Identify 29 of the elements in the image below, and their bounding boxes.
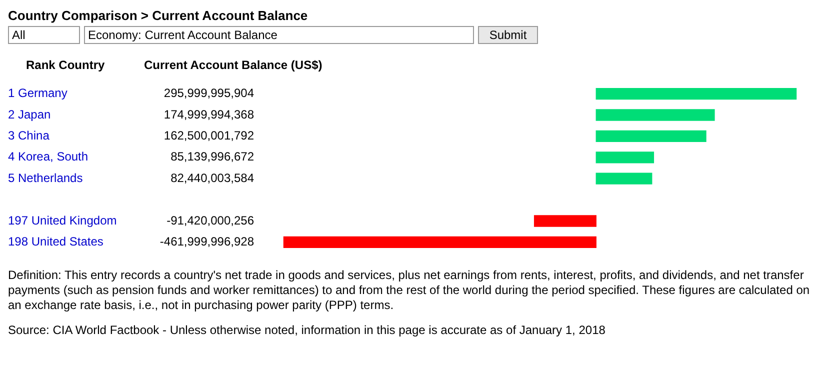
submit-button: Submit xyxy=(478,26,538,44)
y-tick-label: 197 United Kingdom xyxy=(8,213,117,228)
y-tick-label: 1 Germany xyxy=(8,86,68,100)
data-label: -461,999,996,928 xyxy=(160,234,254,249)
data-label: -91,420,000,256 xyxy=(166,213,254,228)
bar xyxy=(534,215,596,227)
text: Definition: This entry records a country's net trade in goods and services, plus net earnings from rents, interest, profits, and dividends, and net transfer payments (such as pension funds and worker remittances) to and from the rest of the world during the period specified. These figures are calculated on an exchange rate basis, i.e., not in purchasing power parity (PPP) terms. xyxy=(8,268,811,313)
dropdown-field: All xyxy=(8,26,80,44)
bar xyxy=(596,130,706,142)
bar xyxy=(596,152,654,164)
bar xyxy=(596,172,652,184)
y-tick-label: 5 Netherlands xyxy=(8,170,83,185)
bar xyxy=(596,109,715,121)
y-axis-title: Rank Country xyxy=(26,58,106,72)
y-tick-label: 2 Japan xyxy=(8,107,51,122)
data-label: 82,440,003,584 xyxy=(170,170,254,185)
data-label: 174,999,994,368 xyxy=(164,107,254,122)
text: Country Comparison > Current Account Balance xyxy=(8,8,309,23)
data-label: 85,139,996,672 xyxy=(170,150,254,164)
x-axis-title: Current Account Balance (US$) xyxy=(144,58,322,72)
y-tick-label: 3 China xyxy=(8,128,50,143)
data-label: 295,999,995,904 xyxy=(164,86,254,100)
dropdown-field: Economy: Current Account Balance xyxy=(84,26,474,44)
data-label: 162,500,001,792 xyxy=(164,128,254,143)
bar xyxy=(283,236,596,248)
y-tick-label: 4 Korea, South xyxy=(8,150,88,164)
bar xyxy=(596,88,797,100)
y-tick-label: 198 United States xyxy=(8,234,104,249)
source-note: Source: CIA World Factbook - Unless otherwise noted, information in this page is accurate as of January 1, 2018 xyxy=(8,323,606,337)
